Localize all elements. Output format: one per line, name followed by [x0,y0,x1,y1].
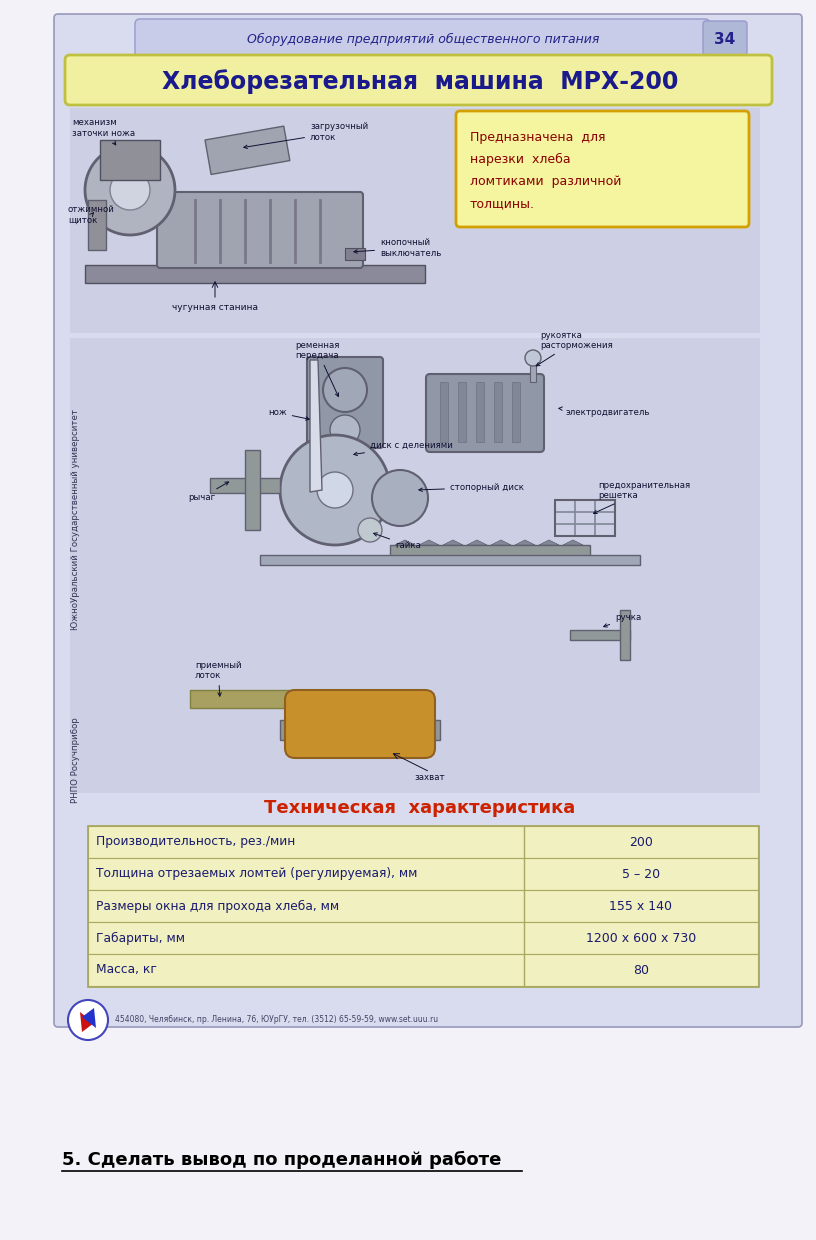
Polygon shape [419,539,439,546]
Bar [70,339,760,794]
Bar [260,556,640,565]
FancyBboxPatch shape [65,55,772,105]
Text: Габариты, мм: Габариты, мм [96,931,185,945]
Text: 80: 80 [632,963,649,977]
Bar [205,126,290,175]
Circle shape [525,350,541,366]
Bar [390,546,590,557]
FancyBboxPatch shape [703,21,747,55]
Text: толщины.: толщины. [470,197,535,210]
Polygon shape [443,539,463,546]
Circle shape [330,415,360,445]
FancyBboxPatch shape [135,19,710,57]
Circle shape [358,518,382,542]
Polygon shape [467,539,487,546]
Bar [476,382,484,441]
Circle shape [372,470,428,526]
Text: ременная
передача: ременная передача [295,341,339,397]
Text: чугунная станина: чугунная станина [172,304,258,312]
Text: Техническая  характеристика: Техническая характеристика [264,799,575,817]
Bar [88,826,758,858]
Polygon shape [515,539,535,546]
FancyBboxPatch shape [54,14,802,1027]
Bar [70,108,760,334]
Bar [530,362,536,382]
Polygon shape [539,539,559,546]
Bar [245,450,260,529]
Text: гайка: гайка [374,533,421,551]
Text: отжимной
щиток: отжимной щиток [68,206,115,224]
Bar [440,382,448,441]
Text: 5 – 20: 5 – 20 [622,868,660,880]
Circle shape [85,145,175,236]
Circle shape [68,999,108,1040]
Bar [85,265,425,283]
FancyBboxPatch shape [426,374,544,453]
Bar [88,923,758,954]
Bar [88,826,758,986]
Polygon shape [80,1012,94,1032]
Text: предохранительная
решетка: предохранительная решетка [593,481,690,513]
Bar [512,382,520,441]
Bar [190,689,320,708]
Bar [494,382,502,441]
Polygon shape [82,1008,96,1028]
FancyBboxPatch shape [157,192,363,268]
Text: Масса, кг: Масса, кг [96,963,157,977]
Text: Хлеборезательная  машина  МРХ-200: Хлеборезательная машина МРХ-200 [162,69,678,94]
Text: диск с делениями: диск с делениями [354,441,453,455]
Text: ломтиками  различной: ломтиками различной [470,175,621,188]
Bar [620,610,630,660]
Text: 155 х 140: 155 х 140 [610,899,672,913]
Text: электродвигатель: электродвигатель [559,407,650,417]
Bar [100,140,160,180]
Bar [88,858,758,890]
Polygon shape [310,360,322,492]
Bar [210,477,280,494]
Text: 5. Сделать вывод по проделанной работе: 5. Сделать вывод по проделанной работе [62,1151,501,1169]
Text: Предназначена  для: Предназначена для [470,131,605,144]
Circle shape [280,435,390,546]
Text: кнопочный
выключатель: кнопочный выключатель [354,238,441,258]
Text: ЮжноУральский Государственный университет: ЮжноУральский Государственный университе… [70,409,79,630]
Text: механизм
заточки ножа: механизм заточки ножа [72,118,135,145]
Text: РНПО Росучприбор: РНПО Росучприбор [70,717,79,802]
Text: рукоятка
расторможения: рукоятка расторможения [536,331,613,366]
Bar [88,954,758,986]
Polygon shape [563,539,583,546]
Text: Размеры окна для прохода хлеба, мм: Размеры окна для прохода хлеба, мм [96,899,339,913]
Bar [88,890,758,923]
Text: приемный
лоток: приемный лоток [195,661,242,696]
Text: рычаг: рычаг [188,482,228,502]
Text: Толщина отрезаемых ломтей (регулируемая), мм: Толщина отрезаемых ломтей (регулируемая)… [96,868,417,880]
Text: захват: захват [415,774,446,782]
Text: 34: 34 [714,31,736,46]
Bar [570,630,630,640]
Text: загрузочный
лоток: загрузочный лоток [244,123,368,149]
Bar [458,382,466,441]
Text: стопорный диск: стопорный диск [419,484,524,492]
Text: нож: нож [268,408,309,420]
Text: ручка: ручка [604,613,641,627]
FancyBboxPatch shape [307,357,383,448]
Text: 454080, Челябинск, пр. Ленина, 76, ЮУрГУ, тел. (3512) 65-59-59, www.set.uuu.ru: 454080, Челябинск, пр. Ленина, 76, ЮУрГУ… [115,1016,438,1024]
Text: нарезки  хлеба: нарезки хлеба [470,153,570,166]
Text: Производительность, рез./мин: Производительность, рез./мин [96,836,295,848]
Bar [280,720,440,740]
Circle shape [110,170,150,210]
FancyBboxPatch shape [456,112,749,227]
Text: 1200 х 600 х 730: 1200 х 600 х 730 [586,931,696,945]
Text: Оборудование предприятий общественного питания: Оборудование предприятий общественного п… [246,32,599,46]
Bar [555,500,615,536]
Bar [345,248,365,260]
Text: 200: 200 [629,836,653,848]
Circle shape [323,368,367,412]
FancyBboxPatch shape [285,689,435,758]
Circle shape [317,472,353,508]
Bar [88,200,106,250]
Polygon shape [395,539,415,546]
Polygon shape [491,539,511,546]
